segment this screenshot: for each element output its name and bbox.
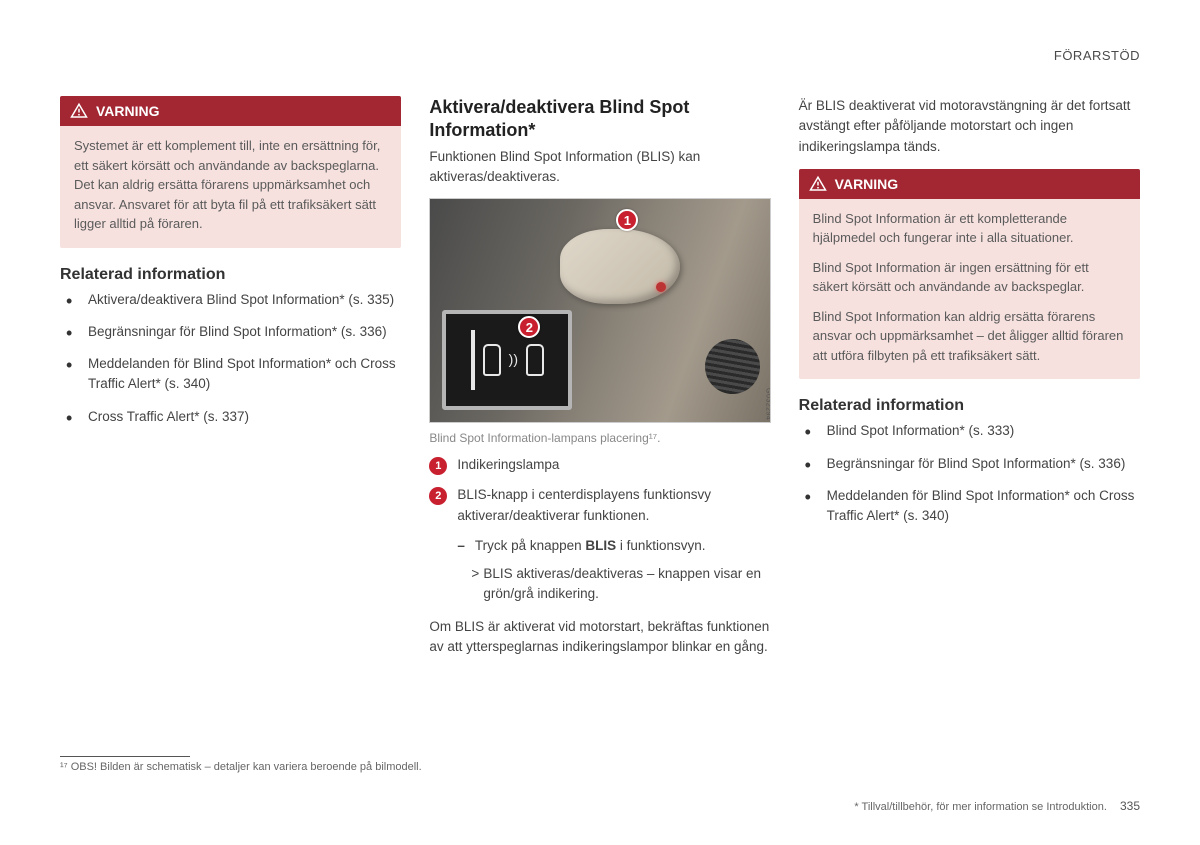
column-2: Aktivera/deaktivera Blind Spot Informati…	[429, 96, 770, 669]
footnote-text: ¹⁷ OBS! Bilden är schematisk – detaljer …	[60, 761, 520, 773]
figure-blis: )) 1 2 G032294	[429, 198, 770, 423]
warning-box-2: VARNING Blind Spot Information är ett ko…	[799, 169, 1140, 380]
callout-text: Indikeringslampa	[457, 455, 559, 475]
column-3: Är BLIS deaktiverat vid motoravstängning…	[799, 96, 1140, 669]
list-item: Aktivera/deaktivera Blind Spot Informati…	[60, 290, 401, 310]
footer: * Tillval/tillbehör, för mer information…	[854, 799, 1140, 813]
footnote: ¹⁷ OBS! Bilden är schematisk – detaljer …	[60, 748, 520, 773]
warning-title: VARNING	[96, 103, 160, 119]
footer-note: * Tillval/tillbehör, för mer information…	[854, 801, 1107, 813]
main-title: Aktivera/deaktivera Blind Spot Informati…	[429, 96, 770, 141]
instruction-text: Tryck på knappen BLIS i funktionsvyn.	[475, 536, 706, 556]
warning-text: Blind Spot Information kan aldrig ersätt…	[813, 307, 1126, 366]
radar-waves-icon: ))	[509, 355, 518, 365]
intro-paragraph: Är BLIS deaktiverat vid motoravstängning…	[799, 96, 1140, 157]
content-columns: VARNING Systemet är ett komplement till,…	[60, 96, 1140, 669]
warning-body-2: Blind Spot Information är ett kompletter…	[799, 199, 1140, 380]
page-number: 335	[1120, 799, 1140, 813]
instruction-result: BLIS aktiveras/deaktiveras – knappen vis…	[429, 564, 770, 605]
warning-text: Systemet är ett komplement till, inte en…	[74, 136, 387, 234]
figure-ref-code: G032294	[765, 388, 771, 420]
list-item: Meddelanden för Blind Spot Information* …	[799, 486, 1140, 527]
footnote-rule	[60, 756, 190, 757]
center-display-illustration: ))	[442, 310, 572, 410]
related-list-1: Aktivera/deaktivera Blind Spot Informati…	[60, 290, 401, 427]
dash-icon: –	[457, 536, 465, 556]
column-1: VARNING Systemet är ett komplement till,…	[60, 96, 401, 669]
warning-triangle-icon	[70, 102, 88, 120]
warning-header-2: VARNING	[799, 169, 1140, 199]
warning-text: Blind Spot Information är ingen ersättni…	[813, 258, 1126, 297]
warning-header-1: VARNING	[60, 96, 401, 126]
callout-list: 1 Indikeringslampa 2 BLIS-knapp i center…	[429, 455, 770, 526]
warning-triangle-icon	[809, 175, 827, 193]
callout-number-1: 1	[429, 457, 447, 475]
air-vent-illustration	[700, 335, 764, 399]
warning-box-1: VARNING Systemet är ett komplement till,…	[60, 96, 401, 248]
paragraph: Om BLIS är aktiverat vid motorstart, bek…	[429, 617, 770, 658]
car-icon	[526, 344, 544, 376]
section-header: FÖRARSTÖD	[1054, 48, 1140, 63]
subtitle: Funktionen Blind Spot Information (BLIS)…	[429, 147, 770, 186]
callout-item-2: 2 BLIS-knapp i centerdisplayens funktion…	[429, 485, 770, 526]
callout-text: BLIS-knapp i centerdisplayens funktionsv…	[457, 485, 770, 526]
warning-body-1: Systemet är ett komplement till, inte en…	[60, 126, 401, 248]
list-item: Begränsningar för Blind Spot Information…	[799, 454, 1140, 474]
car-icon	[483, 344, 501, 376]
callout-marker-1: 1	[616, 209, 638, 231]
callout-item-1: 1 Indikeringslampa	[429, 455, 770, 475]
instruction-step: – Tryck på knappen BLIS i funktionsvyn.	[429, 536, 770, 556]
callout-number-2: 2	[429, 487, 447, 505]
warning-title: VARNING	[835, 176, 899, 192]
list-item: Blind Spot Information* (s. 333)	[799, 421, 1140, 441]
figure-caption: Blind Spot Information-lampans placering…	[429, 431, 770, 445]
warning-text: Blind Spot Information är ett kompletter…	[813, 209, 1126, 248]
related-info-title-2: Relaterad information	[799, 397, 1140, 415]
lane-line-icon	[471, 330, 475, 390]
list-item: Meddelanden för Blind Spot Information* …	[60, 354, 401, 395]
related-info-title-1: Relaterad information	[60, 266, 401, 284]
list-item: Begränsningar för Blind Spot Information…	[60, 322, 401, 342]
side-mirror-illustration	[560, 229, 680, 304]
list-item: Cross Traffic Alert* (s. 337)	[60, 407, 401, 427]
related-list-2: Blind Spot Information* (s. 333) Begräns…	[799, 421, 1140, 526]
